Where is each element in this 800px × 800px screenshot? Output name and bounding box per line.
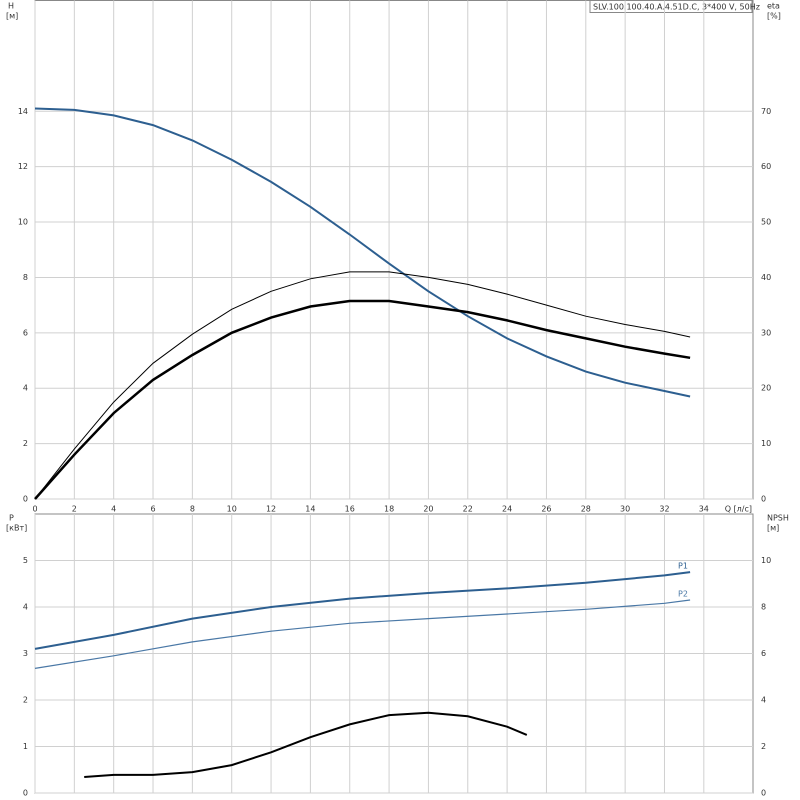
y-tick-label: 14 [18,107,28,116]
x-tick-label: 30 [620,505,630,514]
y2-tick-label: 10 [761,439,771,448]
y2-tick-label: 2 [761,742,766,751]
y-label: H [8,2,14,11]
series-line [34,107,691,398]
y-tick-label: 2 [23,439,28,448]
x-tick-label: 24 [502,505,512,514]
series-line [34,271,691,500]
y2-tick-label: 50 [761,218,771,227]
y2-tick-label: 70 [761,107,771,116]
y-tick-label: 0 [23,789,28,798]
y2-unit: [%] [767,12,781,21]
y2-tick-label: 30 [761,328,771,337]
series-line [34,599,691,669]
x-tick-label: 2 [72,505,77,514]
x-tick-label: 32 [659,505,669,514]
y2-tick-label: 20 [761,384,771,393]
x-tick-label: 8 [190,505,195,514]
y-tick-label: 5 [23,556,28,565]
x-tick-label: 10 [227,505,237,514]
y-tick-label: 3 [23,649,28,658]
y2-label: NPSH [767,514,789,523]
y-tick-label: 0 [23,495,28,504]
y2-tick-label: 0 [761,495,766,504]
x-tick-label: 20 [423,505,433,514]
x-tick-label: 34 [699,505,709,514]
series-line [34,571,691,650]
title-box [589,0,753,13]
x-tick-label: 14 [305,505,315,514]
y-tick-label: 6 [23,328,28,337]
x-tick-label: 6 [150,505,155,514]
x-tick-label: 26 [541,505,551,514]
y-tick-label: 8 [23,273,28,282]
top-frame [34,0,754,500]
y-tick-label: 2 [23,696,28,705]
y2-tick-label: 10 [761,556,771,565]
y2-tick-label: 8 [761,603,766,612]
x-tick-label: 22 [463,505,473,514]
x-label: Q [л/с] [725,505,752,514]
y-tick-label: 1 [23,742,28,751]
series-line [34,299,691,500]
x-tick-label: 16 [345,505,355,514]
x-tick-label: 4 [111,505,116,514]
y2-label: eta [767,2,780,11]
y-tick-label: 10 [18,218,28,227]
y-unit: [м] [6,12,18,21]
x-tick-label: 12 [266,505,276,514]
y-tick-label: 12 [18,162,28,171]
x-tick-label: 18 [384,505,394,514]
y-tick-label: 4 [23,384,28,393]
y2-unit: [м] [767,524,779,533]
y-label: P [9,514,14,523]
y2-tick-label: 4 [761,696,766,705]
chart-title: SLV.100.100.40.A.4.51D.C, 3*400 V, 50Hz [593,3,760,12]
series-line [84,711,528,778]
series-label: P1 [678,562,688,571]
series-label: P2 [678,590,688,599]
y2-tick-label: 60 [761,162,771,171]
y2-tick-label: 0 [761,789,766,798]
x-tick-label: 0 [32,505,37,514]
y-unit: [кВт] [6,524,27,533]
x-tick-label: 28 [581,505,591,514]
y2-tick-label: 6 [761,649,766,658]
y2-tick-label: 40 [761,273,771,282]
y-tick-label: 4 [23,603,28,612]
